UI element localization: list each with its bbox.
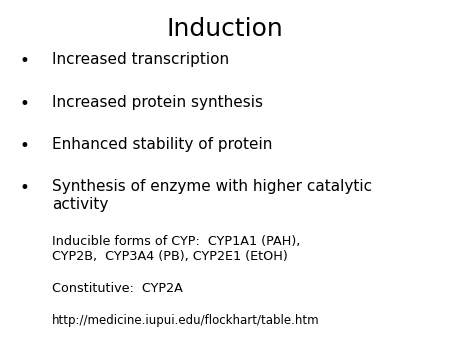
Text: •: • <box>20 95 30 113</box>
Text: Inducible forms of CYP:  CYP1A1 (PAH),
CYP2B,  CYP3A4 (PB), CYP2E1 (EtOH): Inducible forms of CYP: CYP1A1 (PAH), CY… <box>52 235 300 263</box>
Text: Enhanced stability of protein: Enhanced stability of protein <box>52 137 272 152</box>
Text: Increased protein synthesis: Increased protein synthesis <box>52 95 263 110</box>
Text: Induction: Induction <box>166 17 284 41</box>
Text: Constitutive:  CYP2A: Constitutive: CYP2A <box>52 282 183 295</box>
Text: •: • <box>20 179 30 197</box>
Text: •: • <box>20 52 30 70</box>
Text: •: • <box>20 137 30 155</box>
Text: Synthesis of enzyme with higher catalytic
activity: Synthesis of enzyme with higher catalyti… <box>52 179 372 212</box>
Text: http://medicine.iupui.edu/flockhart/table.htm: http://medicine.iupui.edu/flockhart/tabl… <box>52 314 320 327</box>
Text: Increased transcription: Increased transcription <box>52 52 229 67</box>
